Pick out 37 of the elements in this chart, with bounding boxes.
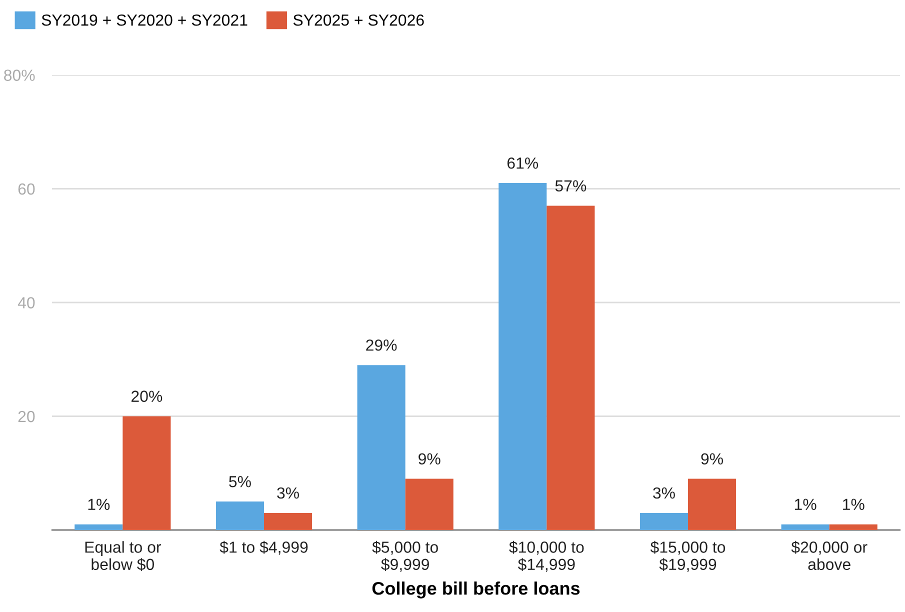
bar bbox=[640, 512, 688, 530]
data-label: 1% bbox=[88, 498, 110, 510]
bar bbox=[122, 416, 171, 530]
x-tick-label: $5,000 to $9,999 bbox=[372, 540, 438, 572]
data-label: 9% bbox=[418, 453, 440, 465]
legend-label: SY2025 + SY2026 bbox=[293, 14, 424, 26]
bar bbox=[546, 206, 595, 530]
y-tick-label: 60 bbox=[18, 183, 35, 195]
x-tick-label: $15,000 to $19,999 bbox=[650, 540, 726, 572]
data-label: 9% bbox=[701, 453, 723, 465]
x-tick-label: $1 to $4,999 bbox=[220, 540, 308, 555]
bar bbox=[829, 524, 878, 530]
data-label: 1% bbox=[794, 498, 816, 510]
data-label: 57% bbox=[555, 180, 586, 192]
x-tick-label: $10,000 to $14,999 bbox=[509, 540, 584, 572]
bar bbox=[264, 512, 312, 530]
x-tick-label: $20,000 or above bbox=[791, 540, 868, 570]
data-label: 20% bbox=[132, 390, 162, 402]
data-label: 3% bbox=[277, 487, 299, 499]
x-tick-label: Equal to or below $0 bbox=[85, 541, 162, 571]
bar bbox=[74, 524, 123, 530]
legend-label: SY2019 + SY2020 + SY2021 bbox=[42, 14, 248, 26]
data-label: 29% bbox=[366, 339, 397, 351]
bar bbox=[781, 524, 830, 530]
bar bbox=[216, 502, 264, 530]
data-label: 5% bbox=[229, 476, 251, 488]
bar bbox=[688, 478, 736, 530]
x-axis-title: College bill before loans bbox=[372, 582, 580, 598]
bar bbox=[498, 183, 547, 530]
y-tick-label: 80% bbox=[4, 70, 35, 81]
bar bbox=[357, 365, 406, 530]
data-label: 1% bbox=[843, 498, 864, 510]
data-label: 3% bbox=[653, 487, 675, 499]
y-tick-label: 20 bbox=[18, 410, 35, 422]
y-tick-label: 40 bbox=[18, 297, 35, 308]
bar bbox=[405, 478, 454, 530]
data-label: 61% bbox=[507, 157, 538, 169]
